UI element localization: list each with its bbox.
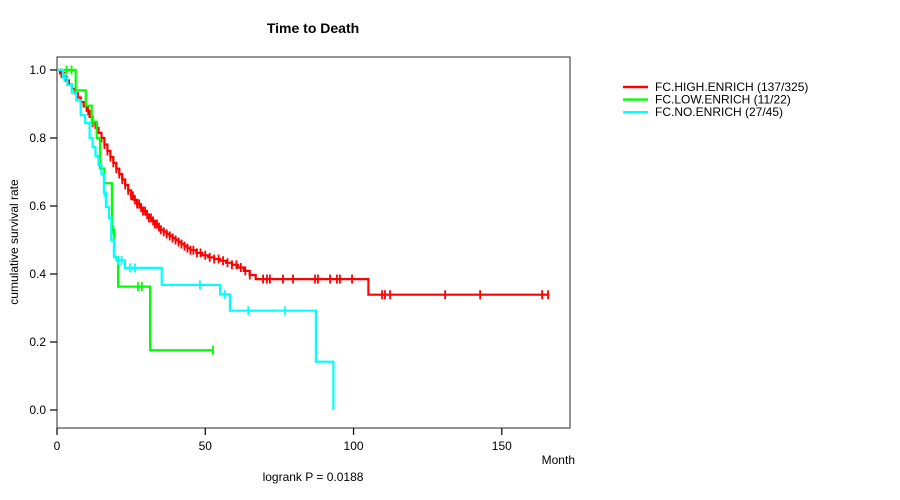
y-tick-label: 1.0 xyxy=(29,63,46,77)
y-axis: 1.0 0.8 0.6 0.4 0.2 0.0 xyxy=(29,63,57,417)
plot-box xyxy=(56,56,571,429)
plot-title: Time to Death xyxy=(267,20,359,36)
legend-label: FC.HIGH.ENRICH (137/325) xyxy=(655,80,808,94)
x-axis: 0 50 100 150 xyxy=(54,428,512,453)
y-tick-label: 0.0 xyxy=(29,403,46,417)
series-curves xyxy=(57,65,550,410)
logrank-caption: logrank P = 0.0188 xyxy=(263,470,364,484)
x-tick-label: 100 xyxy=(344,439,364,453)
x-tick-label: 50 xyxy=(199,439,213,453)
y-tick-label: 0.2 xyxy=(29,335,46,349)
y-axis-label: cumulative survival rate xyxy=(7,179,21,305)
survival-curve xyxy=(57,68,550,296)
y-tick-label: 0.4 xyxy=(29,267,46,281)
legend: FC.HIGH.ENRICH (137/325)FC.LOW.ENRICH (1… xyxy=(623,80,808,119)
survival-curve xyxy=(57,68,335,410)
x-axis-label: Month xyxy=(542,453,575,467)
y-tick-label: 0.6 xyxy=(29,199,46,213)
legend-label: FC.NO.ENRICH (27/45) xyxy=(655,105,783,119)
x-tick-label: 150 xyxy=(492,439,512,453)
legend-label: FC.LOW.ENRICH (11/22) xyxy=(655,93,791,107)
y-tick-label: 0.8 xyxy=(29,131,46,145)
x-tick-label: 0 xyxy=(54,439,61,453)
